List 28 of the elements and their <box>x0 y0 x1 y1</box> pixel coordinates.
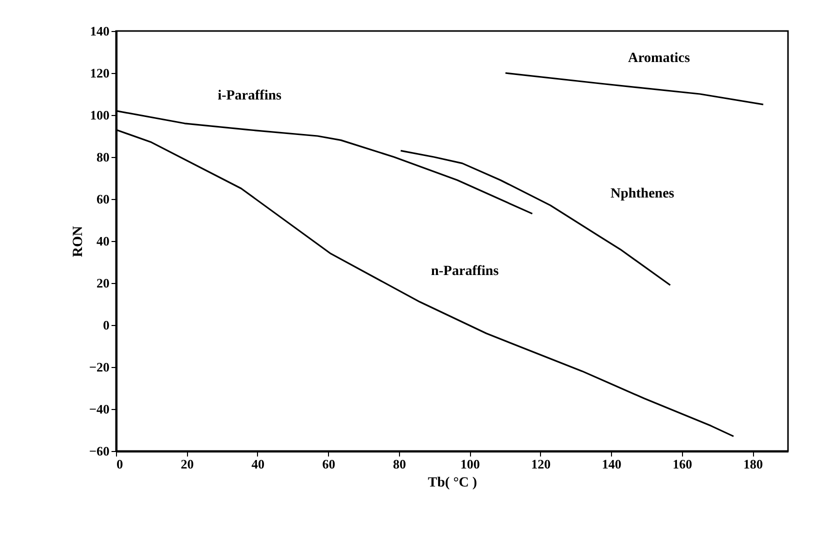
x-tick-label: 0 <box>116 456 123 472</box>
y-tick-label: 40 <box>96 234 110 248</box>
y-axis-title: RON <box>71 226 86 258</box>
x-tick-label: 100 <box>460 456 480 472</box>
y-tick-label: −20 <box>89 360 110 374</box>
x-tick-label: 160 <box>672 456 692 472</box>
y-tick-label: 100 <box>90 108 110 122</box>
series-label: n-Paraffins <box>430 264 500 279</box>
y-tick-label: 20 <box>96 276 110 290</box>
x-tick-label: 40 <box>251 456 264 472</box>
y-tick-label: −60 <box>89 444 110 458</box>
line-series <box>504 72 764 106</box>
y-tick-label: 60 <box>96 192 110 206</box>
x-tick-label: 180 <box>743 456 763 472</box>
x-tick-label: 20 <box>180 456 194 472</box>
x-axis-title: Tb( °C ) <box>428 476 478 490</box>
x-tick-label: 140 <box>602 456 622 472</box>
x-tick-label: 60 <box>322 456 336 472</box>
y-tick-label: −40 <box>89 402 110 416</box>
y-tick-label: 0 <box>103 318 110 332</box>
text: Nphthenes <box>610 186 675 202</box>
y-tick-label: 140 <box>90 24 110 38</box>
y-tick-label: 80 <box>96 150 110 164</box>
series-label: Aromatics <box>628 51 690 66</box>
x-tick-label: 120 <box>531 456 551 472</box>
x-tick-label: 80 <box>392 456 406 472</box>
series-label: i-Paraffins <box>218 88 282 104</box>
y-tick-label: 120 <box>90 66 110 80</box>
